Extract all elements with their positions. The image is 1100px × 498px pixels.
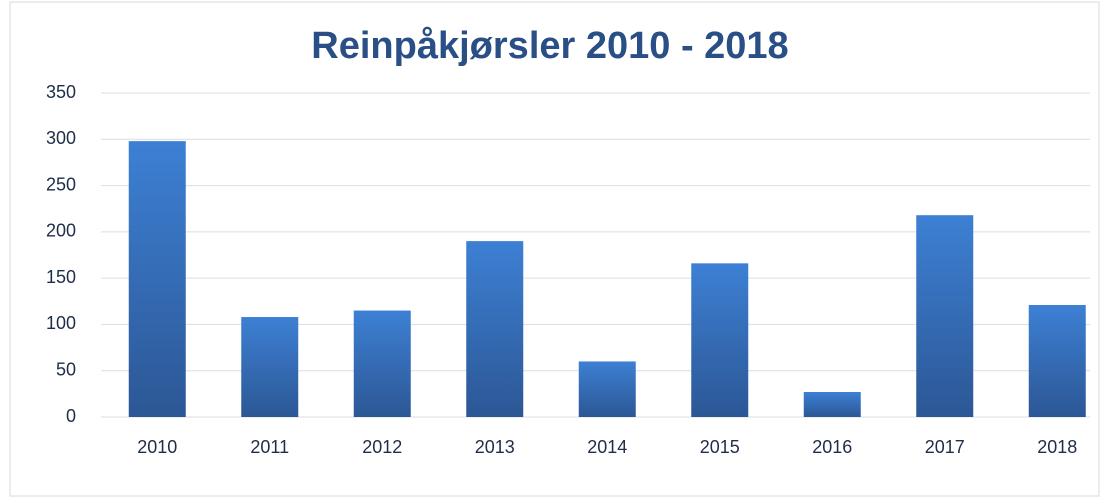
x-tick-label: 2011 [250,437,289,457]
chart-border [9,1,1100,497]
y-tick-label: 50 [56,359,76,379]
x-tick-label: 2017 [925,437,965,457]
x-tick-label: 2010 [137,437,177,457]
bar [466,241,524,417]
bar [1028,304,1086,417]
y-tick-label: 0 [66,406,76,426]
x-tick-label: 2014 [587,437,627,457]
bar [803,392,861,417]
y-tick-label: 200 [46,221,76,241]
y-tick-label: 250 [46,174,76,194]
bar [353,310,411,417]
x-tick-label: 2012 [362,437,402,457]
bar [128,141,186,417]
y-tick-label: 100 [46,313,76,333]
x-tick-label: 2013 [475,437,515,457]
x-tick-label: 2018 [1037,437,1077,457]
bar [916,215,974,417]
bar [241,317,299,417]
y-tick-label: 300 [46,128,76,148]
x-tick-label: 2016 [812,437,852,457]
chart-title: Reinpåkjørsler 2010 - 2018 [311,25,788,67]
x-tick-label: 2015 [700,437,740,457]
bar [578,361,636,417]
y-tick-label: 350 [46,82,76,102]
bar [691,263,749,417]
y-tick-label: 150 [46,267,76,287]
